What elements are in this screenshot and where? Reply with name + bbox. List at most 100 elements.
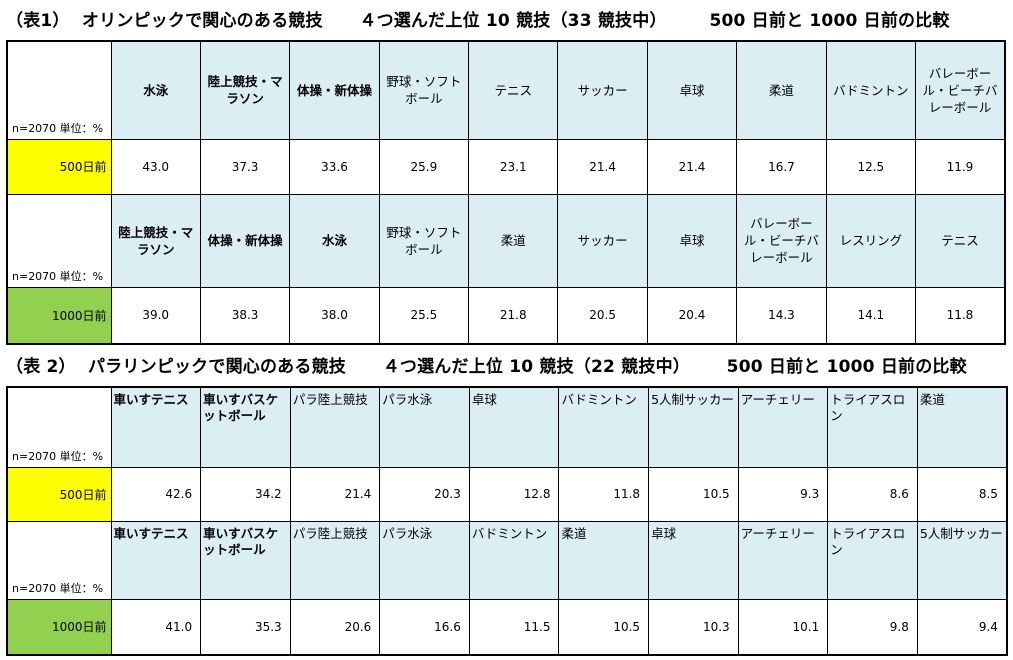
value-cell: 11.8: [558, 466, 650, 522]
sport-header: バレーボール・ビーチバレーボール: [736, 193, 827, 288]
sport-header: 車いすバスケットボール: [200, 386, 291, 468]
sport-header: 柔道: [916, 386, 1008, 468]
sport-header: 車いすテニス: [110, 386, 202, 468]
value-cell: 16.7: [736, 138, 827, 195]
row-label: 500日前: [6, 466, 112, 522]
value-cell: 34.2: [200, 466, 291, 522]
sport-header: アーチェリー: [737, 520, 829, 600]
value-cell: 20.5: [557, 286, 648, 345]
sport-header: 卓球: [646, 193, 738, 288]
sport-header: 卓球: [468, 386, 560, 468]
sport-header: 体操・新体操: [199, 193, 291, 288]
value-cell: 38.3: [199, 286, 291, 345]
sport-header: 卓球: [646, 40, 738, 140]
value-cell: 41.0: [110, 598, 202, 656]
value-cell: 43.0: [110, 138, 201, 195]
sport-header: サッカー: [557, 40, 648, 140]
value-cell: 9.3: [737, 466, 829, 522]
sport-header: 野球・ソフトボール: [378, 40, 470, 140]
value-cell: 9.4: [916, 598, 1008, 656]
sport-header: バドミントン: [558, 386, 650, 468]
sport-header: パラ陸上競技: [289, 520, 381, 600]
value-cell: 10.1: [737, 598, 829, 656]
sport-header: トライアスロン: [827, 386, 918, 468]
row-label: 500日前: [6, 138, 112, 195]
sport-header: テニス: [915, 193, 1006, 288]
value-cell: 21.4: [557, 138, 648, 195]
paralympic-table: n=2070 単位：% 車いすテニス 車いすバスケットボール パラ陸上競技 パラ…: [6, 386, 1008, 656]
value-cell: 21.4: [289, 466, 381, 522]
sport-header: パラ水泳: [379, 386, 470, 468]
value-cell: 21.8: [468, 286, 559, 345]
sport-header: 5人制サッカー: [648, 386, 739, 468]
value-cell: 10.5: [558, 598, 650, 656]
sport-header: 5人制サッカー: [916, 520, 1008, 600]
value-cell: 8.5: [916, 466, 1008, 522]
table-row: 500日前 42.6 34.2 21.4 20.3 12.8 11.8 10.5…: [6, 466, 1008, 522]
olympic-table: n=2070 単位：% 水泳 陸上競技・マラソン 体操・新体操 野球・ソフトボー…: [6, 40, 1006, 345]
row-label: 1000日前: [6, 286, 112, 345]
sport-header: バドミントン: [468, 520, 560, 600]
value-cell: 21.4: [646, 138, 738, 195]
sport-header: トライアスロン: [827, 520, 918, 600]
value-cell: 39.0: [110, 286, 201, 345]
sport-header: バドミントン: [825, 40, 917, 140]
row-label: 1000日前: [6, 598, 112, 656]
sport-header: 水泳: [289, 193, 380, 288]
value-cell: 11.5: [468, 598, 560, 656]
value-cell: 35.3: [200, 598, 291, 656]
sport-header: サッカー: [557, 193, 648, 288]
sport-header: 柔道: [558, 520, 650, 600]
sport-header: パラ陸上競技: [289, 386, 381, 468]
corner-label: n=2070 単位：%: [6, 40, 112, 140]
value-cell: 20.3: [379, 466, 470, 522]
value-cell: 12.5: [825, 138, 917, 195]
corner-label: n=2070 単位：%: [6, 520, 112, 600]
table-row: n=2070 単位：% 車いすテニス 車いすバスケットボール パラ陸上競技 パラ…: [6, 386, 1008, 468]
sport-header: 柔道: [736, 40, 827, 140]
sport-header: 柔道: [468, 193, 559, 288]
value-cell: 14.1: [825, 286, 917, 345]
sport-header: バレーボール・ビーチバレーボール: [915, 40, 1006, 140]
table1-title: （表1） オリンピックで関心のある競技 ４つ選んだ上位 10 競技（33 競技中…: [6, 11, 950, 31]
table-row: 1000日前 39.0 38.3 38.0 25.5 21.8 20.5 20.…: [6, 286, 1006, 345]
value-cell: 11.8: [915, 286, 1006, 345]
corner-label: n=2070 単位：%: [6, 386, 112, 468]
value-cell: 11.9: [915, 138, 1006, 195]
value-cell: 12.8: [468, 466, 560, 522]
sport-header: テニス: [468, 40, 559, 140]
table-row: n=2070 単位：% 車いすテニス 車いすバスケットボール パラ陸上競技 パラ…: [6, 520, 1008, 600]
sport-header: 陸上競技・マラソン: [199, 40, 291, 140]
value-cell: 9.8: [827, 598, 918, 656]
value-cell: 25.9: [378, 138, 470, 195]
sport-header: パラ水泳: [379, 520, 470, 600]
value-cell: 20.4: [646, 286, 738, 345]
sport-header: アーチェリー: [737, 386, 829, 468]
table-row: 500日前 43.0 37.3 33.6 25.9 23.1 21.4 21.4…: [6, 138, 1006, 195]
sport-header: 卓球: [648, 520, 739, 600]
value-cell: 23.1: [468, 138, 559, 195]
value-cell: 37.3: [199, 138, 291, 195]
value-cell: 14.3: [736, 286, 827, 345]
value-cell: 10.5: [648, 466, 739, 522]
sport-header: 車いすテニス: [110, 520, 202, 600]
table-row: 1000日前 41.0 35.3 20.6 16.6 11.5 10.5 10.…: [6, 598, 1008, 656]
sport-header: 水泳: [110, 40, 201, 140]
value-cell: 8.6: [827, 466, 918, 522]
value-cell: 25.5: [378, 286, 470, 345]
table-row: n=2070 単位：% 陸上競技・マラソン 体操・新体操 水泳 野球・ソフトボー…: [6, 193, 1006, 288]
corner-label: n=2070 単位：%: [6, 193, 112, 288]
value-cell: 38.0: [289, 286, 380, 345]
sport-header: 陸上競技・マラソン: [110, 193, 201, 288]
value-cell: 33.6: [289, 138, 380, 195]
sport-header: 体操・新体操: [289, 40, 380, 140]
sport-header: 車いすバスケットボール: [200, 520, 291, 600]
value-cell: 10.3: [648, 598, 739, 656]
sport-header: レスリング: [825, 193, 917, 288]
value-cell: 16.6: [379, 598, 470, 656]
value-cell: 20.6: [289, 598, 381, 656]
table2-title: （表 2） パラリンピックで関心のある競技 ４つ選んだ上位 10 競技（22 競…: [6, 357, 967, 377]
value-cell: 42.6: [110, 466, 202, 522]
table-row: n=2070 単位：% 水泳 陸上競技・マラソン 体操・新体操 野球・ソフトボー…: [6, 40, 1006, 140]
sport-header: 野球・ソフトボール: [378, 193, 470, 288]
